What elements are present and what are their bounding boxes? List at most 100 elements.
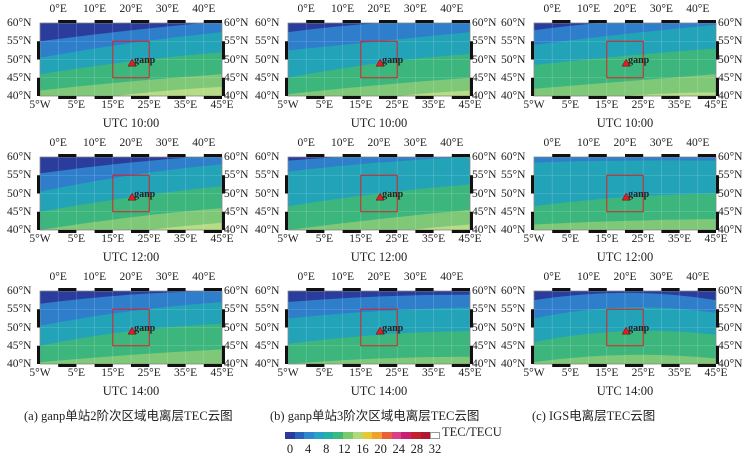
map-canvas (531, 288, 719, 367)
region-box (606, 308, 644, 347)
time-label: UTC 10:00 (596, 116, 654, 130)
tec-map-r3-c1: ganp 0°E 10°E 20°E 30°E 40°E 5°W 5°E 15°E 25°E 35°… (0, 268, 250, 403)
lat-label-right: 50°N (472, 53, 497, 66)
lon-label-bottom: 25°E (137, 233, 161, 245)
tec-map-r2-c3: ganp 0°E 10°E 20°E 30°E 40°E 5°W 5°E 15°E 25°E 35°… (494, 134, 744, 269)
lat-label-right: 45°N (718, 339, 743, 352)
tec-bands (288, 291, 470, 364)
lat-label-left: 50°N (501, 321, 526, 334)
lon-label-top: 0°E (297, 271, 315, 283)
lon-label-bottom: 25°E (137, 99, 161, 111)
lat-label-right: 45°N (224, 71, 249, 84)
lat-label-right: 45°N (718, 205, 743, 218)
lon-label-top: 20°E (613, 3, 637, 15)
lon-label-top: 20°E (119, 271, 143, 283)
lon-label-top: 30°E (155, 3, 179, 15)
lat-label-right: 60°N (472, 17, 497, 29)
lat-label-left: 55°N (255, 35, 280, 48)
station-label: ganp (134, 189, 156, 201)
colorbar-swatch (323, 432, 334, 439)
lon-label-top: 20°E (367, 3, 391, 15)
lon-label-top: 10°E (331, 271, 355, 283)
lon-label-top: 40°E (686, 271, 710, 283)
lon-label-top: 10°E (577, 3, 601, 15)
tec-band (624, 92, 716, 96)
lon-label-bottom: 45°E (458, 99, 482, 111)
lat-label-right: 40°N (224, 358, 249, 370)
tec-band (40, 208, 222, 230)
colorbar-swatch (391, 432, 402, 439)
colorbar-tick: 24 (392, 442, 406, 456)
lat-label-right: 60°N (224, 285, 249, 297)
lat-label-right: 40°N (472, 224, 497, 236)
tec-band (534, 74, 716, 96)
lon-label-top: 0°E (297, 3, 315, 15)
tec-band (288, 331, 470, 364)
lon-label-top: 20°E (613, 137, 637, 149)
lat-label-right: 50°N (472, 321, 497, 334)
lon-label-top: 30°E (403, 271, 427, 283)
lat-label-right: 50°N (718, 321, 743, 334)
station-marker-icon (375, 326, 385, 335)
time-label: UTC 12:00 (596, 250, 654, 264)
lon-label-bottom: 5°E (67, 233, 86, 245)
lon-label-bottom: 45°E (210, 99, 234, 111)
lat-label-right: 60°N (472, 285, 497, 297)
lon-label-bottom: 15°E (101, 367, 125, 379)
station-label: ganp (134, 55, 156, 67)
lon-label-bottom: 5°E (315, 233, 334, 245)
lon-label-top: 40°E (192, 271, 216, 283)
time-label: UTC 12:00 (102, 250, 160, 264)
lat-label-right: 55°N (718, 303, 743, 316)
lat-label-right: 55°N (718, 35, 743, 48)
lat-label-right: 45°N (472, 71, 497, 84)
lat-label-right: 60°N (718, 17, 743, 29)
lat-label-right: 45°N (472, 339, 497, 352)
time-label: UTC 10:00 (102, 116, 160, 130)
colorbar-tick: 32 (428, 442, 442, 456)
lon-label-top: 0°E (543, 271, 561, 283)
lon-label-top: 40°E (440, 3, 464, 15)
station-marker-icon (127, 192, 137, 201)
tec-band (146, 222, 222, 230)
lon-label-bottom: 45°E (704, 367, 728, 379)
lat-label-left: 45°N (501, 339, 526, 352)
lon-label-bottom: 35°E (422, 233, 446, 245)
station-marker-icon (621, 326, 631, 335)
lat-label-right: 60°N (472, 151, 497, 163)
lat-label-left: 55°N (501, 169, 526, 182)
lat-label-left: 60°N (255, 285, 280, 297)
lat-label-left: 45°N (501, 205, 526, 218)
lat-label-left: 40°N (7, 90, 32, 102)
lat-label-right: 45°N (718, 71, 743, 84)
lon-label-bottom: 5°E (67, 99, 86, 111)
lat-label-right: 40°N (224, 90, 249, 102)
lat-label-left: 45°N (7, 71, 32, 84)
lon-label-top: 10°E (83, 3, 107, 15)
station-label: ganp (628, 55, 650, 67)
lat-label-left: 40°N (501, 224, 526, 236)
lon-label-bottom: 45°E (704, 233, 728, 245)
lon-label-bottom: 45°E (458, 367, 482, 379)
lon-label-top: 20°E (119, 3, 143, 15)
colorbar-tick: 8 (323, 442, 330, 456)
lon-label-bottom: 5°W (29, 367, 51, 379)
lat-label-left: 50°N (501, 187, 526, 200)
tec-map-r1-c1: ganp 0°E 10°E 20°E 30°E 40°E 5°W 5°E 15°E 25°E 35°… (0, 0, 250, 135)
lon-label-top: 20°E (119, 137, 143, 149)
station-marker-icon (127, 58, 137, 67)
region-box (360, 308, 398, 347)
lat-label-left: 50°N (7, 53, 32, 66)
lat-label-left: 60°N (255, 151, 280, 163)
lon-label-top: 40°E (192, 3, 216, 15)
lat-label-left: 45°N (255, 71, 280, 84)
lat-label-left: 40°N (7, 358, 32, 370)
colorbar-tick: 4 (305, 442, 312, 456)
lat-label-left: 40°N (255, 358, 280, 370)
region-box (360, 40, 398, 79)
lat-label-right: 45°N (224, 205, 249, 218)
lat-label-right: 50°N (224, 321, 249, 334)
lon-label-top: 10°E (83, 271, 107, 283)
lon-label-bottom: 35°E (668, 99, 692, 111)
lon-label-bottom: 15°E (595, 99, 619, 111)
